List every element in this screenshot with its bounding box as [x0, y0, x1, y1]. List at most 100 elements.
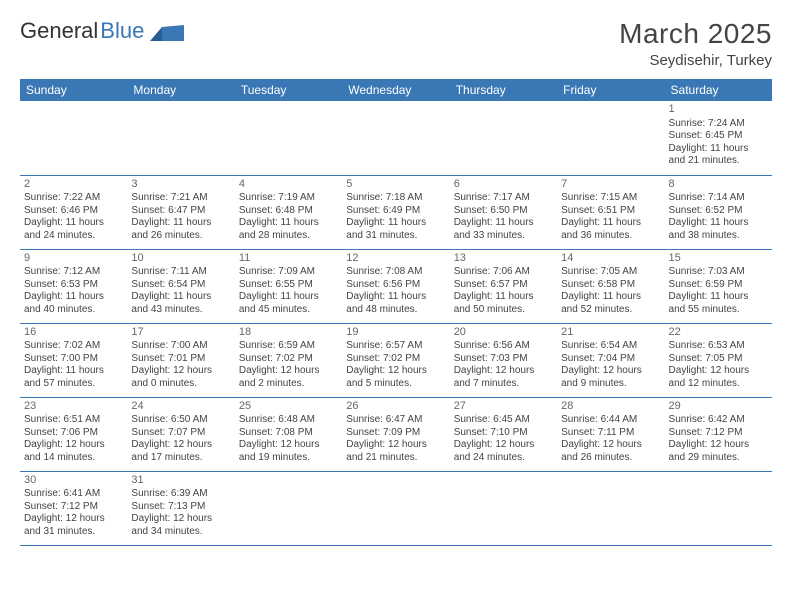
month-title: March 2025: [619, 18, 772, 50]
day-info: Sunrise: 7:21 AMSunset: 6:47 PMDaylight:…: [131, 192, 230, 242]
calendar-cell: 7Sunrise: 7:15 AMSunset: 6:51 PMDaylight…: [557, 175, 664, 249]
day-info: Sunrise: 6:48 AMSunset: 7:08 PMDaylight:…: [239, 414, 338, 464]
day-info: Sunrise: 7:12 AMSunset: 6:53 PMDaylight:…: [24, 266, 123, 316]
day-number: 25: [239, 400, 338, 414]
calendar-cell: [342, 471, 449, 545]
day-number: 9: [24, 252, 123, 266]
day-info: Sunrise: 6:39 AMSunset: 7:13 PMDaylight:…: [131, 488, 230, 538]
calendar-cell: 21Sunrise: 6:54 AMSunset: 7:04 PMDayligh…: [557, 323, 664, 397]
calendar-cell: [235, 101, 342, 175]
calendar-cell: 6Sunrise: 7:17 AMSunset: 6:50 PMDaylight…: [450, 175, 557, 249]
day-number: 19: [346, 326, 445, 340]
dow-header: Wednesday: [342, 79, 449, 101]
dow-header: Monday: [127, 79, 234, 101]
calendar-cell: 20Sunrise: 6:56 AMSunset: 7:03 PMDayligh…: [450, 323, 557, 397]
day-number: 29: [669, 400, 768, 414]
day-info: Sunrise: 7:06 AMSunset: 6:57 PMDaylight:…: [454, 266, 553, 316]
day-number: 1: [669, 103, 768, 117]
calendar-cell: 24Sunrise: 6:50 AMSunset: 7:07 PMDayligh…: [127, 397, 234, 471]
day-info: Sunrise: 7:00 AMSunset: 7:01 PMDaylight:…: [131, 340, 230, 390]
calendar-cell: 18Sunrise: 6:59 AMSunset: 7:02 PMDayligh…: [235, 323, 342, 397]
calendar-cell: 4Sunrise: 7:19 AMSunset: 6:48 PMDaylight…: [235, 175, 342, 249]
calendar-row: 2Sunrise: 7:22 AMSunset: 6:46 PMDaylight…: [20, 175, 772, 249]
day-info: Sunrise: 6:42 AMSunset: 7:12 PMDaylight:…: [669, 414, 768, 464]
day-number: 8: [669, 178, 768, 192]
day-info: Sunrise: 6:54 AMSunset: 7:04 PMDaylight:…: [561, 340, 660, 390]
calendar-cell: [557, 471, 664, 545]
day-number: 13: [454, 252, 553, 266]
calendar-cell: 25Sunrise: 6:48 AMSunset: 7:08 PMDayligh…: [235, 397, 342, 471]
calendar-cell: 10Sunrise: 7:11 AMSunset: 6:54 PMDayligh…: [127, 249, 234, 323]
logo: GeneralBlue: [20, 18, 186, 44]
calendar-cell: [665, 471, 772, 545]
calendar-cell: 2Sunrise: 7:22 AMSunset: 6:46 PMDaylight…: [20, 175, 127, 249]
calendar-row: 1Sunrise: 7:24 AMSunset: 6:45 PMDaylight…: [20, 101, 772, 175]
day-info: Sunrise: 6:41 AMSunset: 7:12 PMDaylight:…: [24, 488, 123, 538]
logo-text-dark: General: [20, 18, 98, 44]
day-number: 24: [131, 400, 230, 414]
day-info: Sunrise: 7:14 AMSunset: 6:52 PMDaylight:…: [669, 192, 768, 242]
calendar-cell: 22Sunrise: 6:53 AMSunset: 7:05 PMDayligh…: [665, 323, 772, 397]
day-number: 4: [239, 178, 338, 192]
calendar-cell: 13Sunrise: 7:06 AMSunset: 6:57 PMDayligh…: [450, 249, 557, 323]
logo-mark-icon: [150, 21, 186, 41]
day-number: 7: [561, 178, 660, 192]
calendar-cell: [342, 101, 449, 175]
calendar-cell: 16Sunrise: 7:02 AMSunset: 7:00 PMDayligh…: [20, 323, 127, 397]
day-number: 10: [131, 252, 230, 266]
calendar-cell: [235, 471, 342, 545]
logo-text-blue: Blue: [100, 18, 144, 44]
day-info: Sunrise: 7:05 AMSunset: 6:58 PMDaylight:…: [561, 266, 660, 316]
day-number: 28: [561, 400, 660, 414]
day-info: Sunrise: 6:50 AMSunset: 7:07 PMDaylight:…: [131, 414, 230, 464]
calendar-cell: 31Sunrise: 6:39 AMSunset: 7:13 PMDayligh…: [127, 471, 234, 545]
calendar-row: 23Sunrise: 6:51 AMSunset: 7:06 PMDayligh…: [20, 397, 772, 471]
calendar-cell: [557, 101, 664, 175]
calendar-cell: 30Sunrise: 6:41 AMSunset: 7:12 PMDayligh…: [20, 471, 127, 545]
day-number: 31: [131, 474, 230, 488]
calendar-cell: 27Sunrise: 6:45 AMSunset: 7:10 PMDayligh…: [450, 397, 557, 471]
calendar-cell: 9Sunrise: 7:12 AMSunset: 6:53 PMDaylight…: [20, 249, 127, 323]
day-info: Sunrise: 7:11 AMSunset: 6:54 PMDaylight:…: [131, 266, 230, 316]
calendar-cell: 3Sunrise: 7:21 AMSunset: 6:47 PMDaylight…: [127, 175, 234, 249]
calendar-cell: 29Sunrise: 6:42 AMSunset: 7:12 PMDayligh…: [665, 397, 772, 471]
day-number: 17: [131, 326, 230, 340]
calendar-cell: 14Sunrise: 7:05 AMSunset: 6:58 PMDayligh…: [557, 249, 664, 323]
day-info: Sunrise: 6:44 AMSunset: 7:11 PMDaylight:…: [561, 414, 660, 464]
day-info: Sunrise: 7:24 AMSunset: 6:45 PMDaylight:…: [669, 118, 768, 168]
day-info: Sunrise: 6:59 AMSunset: 7:02 PMDaylight:…: [239, 340, 338, 390]
day-number: 23: [24, 400, 123, 414]
calendar-cell: 28Sunrise: 6:44 AMSunset: 7:11 PMDayligh…: [557, 397, 664, 471]
calendar-cell: 1Sunrise: 7:24 AMSunset: 6:45 PMDaylight…: [665, 101, 772, 175]
dow-header: Saturday: [665, 79, 772, 101]
day-number: 3: [131, 178, 230, 192]
calendar-table: SundayMondayTuesdayWednesdayThursdayFrid…: [20, 79, 772, 546]
calendar-cell: 23Sunrise: 6:51 AMSunset: 7:06 PMDayligh…: [20, 397, 127, 471]
day-info: Sunrise: 7:03 AMSunset: 6:59 PMDaylight:…: [669, 266, 768, 316]
day-info: Sunrise: 6:51 AMSunset: 7:06 PMDaylight:…: [24, 414, 123, 464]
day-number: 21: [561, 326, 660, 340]
dow-header: Tuesday: [235, 79, 342, 101]
calendar-cell: [450, 471, 557, 545]
day-info: Sunrise: 7:19 AMSunset: 6:48 PMDaylight:…: [239, 192, 338, 242]
day-info: Sunrise: 7:17 AMSunset: 6:50 PMDaylight:…: [454, 192, 553, 242]
day-info: Sunrise: 6:56 AMSunset: 7:03 PMDaylight:…: [454, 340, 553, 390]
day-number: 6: [454, 178, 553, 192]
calendar-cell: 17Sunrise: 7:00 AMSunset: 7:01 PMDayligh…: [127, 323, 234, 397]
day-number: 20: [454, 326, 553, 340]
calendar-cell: [450, 101, 557, 175]
day-number: 5: [346, 178, 445, 192]
day-number: 26: [346, 400, 445, 414]
calendar-cell: 15Sunrise: 7:03 AMSunset: 6:59 PMDayligh…: [665, 249, 772, 323]
day-number: 15: [669, 252, 768, 266]
day-info: Sunrise: 7:08 AMSunset: 6:56 PMDaylight:…: [346, 266, 445, 316]
header: GeneralBlue March 2025 Seydisehir, Turke…: [20, 18, 772, 69]
calendar-cell: 26Sunrise: 6:47 AMSunset: 7:09 PMDayligh…: [342, 397, 449, 471]
day-info: Sunrise: 7:09 AMSunset: 6:55 PMDaylight:…: [239, 266, 338, 316]
dow-header: Thursday: [450, 79, 557, 101]
calendar-head: SundayMondayTuesdayWednesdayThursdayFrid…: [20, 79, 772, 101]
day-number: 27: [454, 400, 553, 414]
day-info: Sunrise: 7:02 AMSunset: 7:00 PMDaylight:…: [24, 340, 123, 390]
day-number: 30: [24, 474, 123, 488]
day-info: Sunrise: 6:45 AMSunset: 7:10 PMDaylight:…: [454, 414, 553, 464]
